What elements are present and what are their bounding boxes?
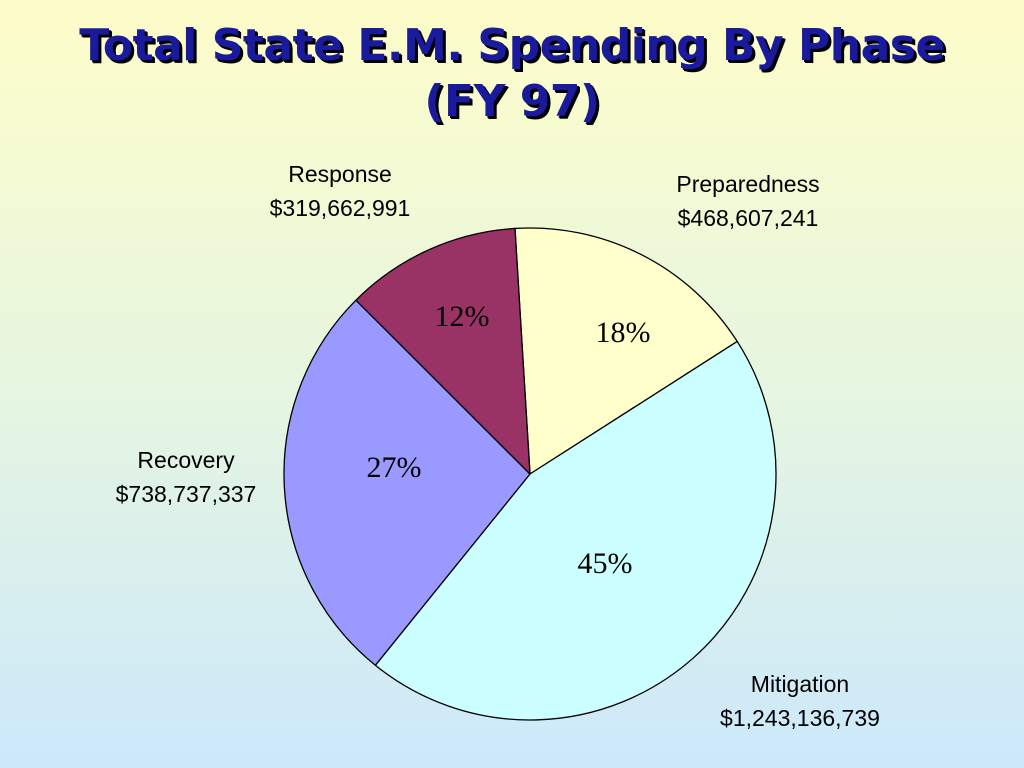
category-value-mitigation: $1,243,136,739 bbox=[720, 705, 880, 731]
category-name-recovery: Recovery bbox=[137, 447, 235, 473]
category-label-response: Response $319,662,991 bbox=[270, 161, 411, 221]
category-value-preparedness: $468,607,241 bbox=[678, 205, 819, 231]
pie-slice-mitigation bbox=[374, 340, 777, 721]
category-name-mitigation: Mitigation bbox=[751, 671, 849, 697]
pie-slice-preparedness bbox=[514, 227, 738, 475]
category-label-recovery: Recovery $738,737,337 bbox=[116, 447, 257, 507]
category-value-response: $319,662,991 bbox=[270, 195, 411, 221]
category-label-mitigation: Mitigation $1,243,136,739 bbox=[720, 671, 880, 731]
percent-labels: 18% 45% 27% 12% bbox=[367, 300, 651, 580]
category-labels: Preparedness $468,607,241 Mitigation $1,243… bbox=[116, 161, 880, 731]
chart-title: Total State E.M. Spending By Phase (FY 9… bbox=[0, 18, 1024, 130]
category-name-preparedness: Preparedness bbox=[676, 171, 819, 197]
chart-title-line-1: Total State E.M. Spending By Phase bbox=[79, 20, 945, 71]
percent-label-mitigation: 45% bbox=[578, 547, 633, 580]
percent-label-response: 12% bbox=[435, 300, 490, 333]
pie-slices bbox=[283, 227, 777, 721]
category-value-recovery: $738,737,337 bbox=[116, 481, 257, 507]
percent-label-recovery: 27% bbox=[367, 451, 422, 484]
chart-title-line-2: (FY 97) bbox=[424, 76, 600, 127]
category-name-response: Response bbox=[288, 161, 392, 187]
pie-slice-response bbox=[355, 227, 531, 475]
category-label-preparedness: Preparedness $468,607,241 bbox=[676, 171, 819, 231]
pie-slice-recovery bbox=[283, 299, 531, 666]
percent-label-preparedness: 18% bbox=[596, 316, 651, 349]
